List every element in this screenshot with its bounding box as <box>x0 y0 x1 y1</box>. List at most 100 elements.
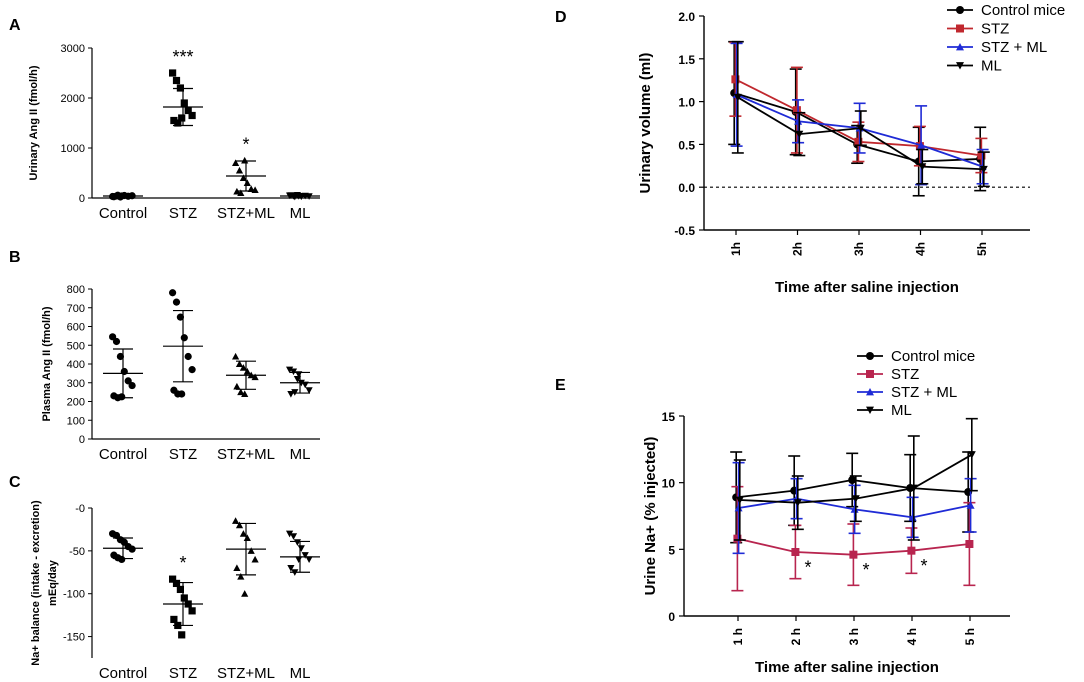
y-axis-label-2: mEq/day <box>47 559 59 606</box>
significance-marker: *** <box>172 47 193 67</box>
data-point <box>286 366 294 374</box>
data-point <box>169 575 177 583</box>
legend-marker <box>866 352 874 360</box>
data-point <box>241 390 249 398</box>
data-point <box>795 130 804 139</box>
data-point <box>251 555 259 563</box>
data-point <box>170 615 178 624</box>
data-point <box>909 484 918 492</box>
data-point <box>232 517 240 524</box>
data-point <box>112 337 121 346</box>
data-point <box>289 533 298 540</box>
data-point <box>237 572 245 580</box>
significance-marker: * <box>179 553 186 573</box>
y-axis-label: Urinary Ang II (fmol/h) <box>28 65 40 180</box>
data-point <box>979 165 988 174</box>
x-category-label: STZ+ML <box>217 205 275 222</box>
legend-label: ML <box>891 402 912 419</box>
legend-item: ML <box>947 58 1002 75</box>
y-tick-label: 200 <box>67 397 85 409</box>
data-point <box>172 76 181 85</box>
data-point <box>917 141 926 149</box>
data-point <box>965 540 974 548</box>
x-tick-label: 3h <box>852 242 866 256</box>
significance-marker: * <box>242 135 249 155</box>
data-point <box>731 75 740 84</box>
data-point <box>178 114 186 122</box>
data-point <box>172 298 181 306</box>
data-point <box>301 552 309 559</box>
data-point <box>239 530 247 537</box>
data-point <box>235 166 244 174</box>
data-point <box>128 545 136 553</box>
legend-marker <box>866 370 874 378</box>
y-tick-label: 2000 <box>61 93 85 105</box>
y-axis-label: Na+ balance (intake - excretion) <box>30 500 42 666</box>
data-point <box>118 393 126 401</box>
x-category-label: STZ <box>169 205 197 222</box>
x-category-label: Control <box>99 205 147 222</box>
data-point <box>733 93 742 102</box>
x-category-label: Control <box>99 446 147 463</box>
y-tick-label: 300 <box>67 378 85 390</box>
data-point <box>289 368 298 376</box>
y-tick-label: -0.5 <box>674 224 695 238</box>
data-point <box>184 352 192 361</box>
x-category-label: STZ <box>169 446 197 463</box>
x-tick-label: 4h <box>914 242 928 256</box>
data-point <box>239 174 247 182</box>
data-point <box>169 69 177 77</box>
series-ml <box>733 417 978 541</box>
data-point <box>180 594 188 602</box>
x-category-label: ML <box>290 665 311 682</box>
data-point <box>907 546 916 555</box>
data-point <box>176 585 184 594</box>
data-point <box>188 366 196 374</box>
y-tick-label: 100 <box>67 415 85 427</box>
data-point <box>188 111 196 120</box>
panel-d: D -0.5 0.0 0.5 1.0 1.5 2.0 Urinary volume (ml) 1… <box>555 2 1065 296</box>
data-point <box>233 382 241 390</box>
y-tick-label: 0.0 <box>678 181 695 195</box>
data-point <box>169 289 177 297</box>
legend-item: STZ + ML <box>857 384 957 401</box>
x-tick-label: 3 h <box>847 628 861 645</box>
x-tick-label: 1h <box>729 242 743 256</box>
data-point <box>180 334 188 342</box>
data-point <box>293 375 301 383</box>
y-tick-label: 5 <box>668 543 675 557</box>
data-point <box>851 495 860 503</box>
data-point <box>305 387 313 394</box>
data-point <box>241 590 249 597</box>
panel-letter: B <box>9 249 21 266</box>
x-category-label: Control <box>99 665 147 682</box>
data-point <box>967 451 976 459</box>
y-tick-label: -150 <box>63 632 85 644</box>
legend-label: Control mice <box>981 2 1065 19</box>
data-point <box>235 521 244 529</box>
data-point <box>118 555 126 564</box>
y-tick-label: 0.5 <box>678 138 695 152</box>
legend-label: ML <box>981 58 1002 75</box>
y-tick-label: 700 <box>67 303 85 315</box>
data-point <box>232 352 240 360</box>
panel-b: B 0 100 200 300 400 500 600 700 800 Plasma Ang II … <box>9 249 320 463</box>
data-point <box>793 499 802 507</box>
panel-letter: E <box>555 377 566 394</box>
data-point <box>176 313 184 321</box>
y-tick-label: 0 <box>79 193 85 205</box>
legend-item: ML <box>857 402 912 419</box>
legend-label: STZ <box>981 21 1009 38</box>
data-point <box>237 189 245 197</box>
legend-item: STZ + ML <box>947 39 1047 56</box>
data-point <box>237 388 245 396</box>
data-point <box>977 151 986 160</box>
data-point <box>116 352 124 361</box>
data-point <box>235 360 244 368</box>
data-point <box>791 548 800 556</box>
x-axis-label: Time after saline injection <box>755 659 939 676</box>
x-tick-label: 5h <box>975 242 989 256</box>
x-tick-label: 2h <box>791 242 805 256</box>
data-point <box>966 501 975 509</box>
